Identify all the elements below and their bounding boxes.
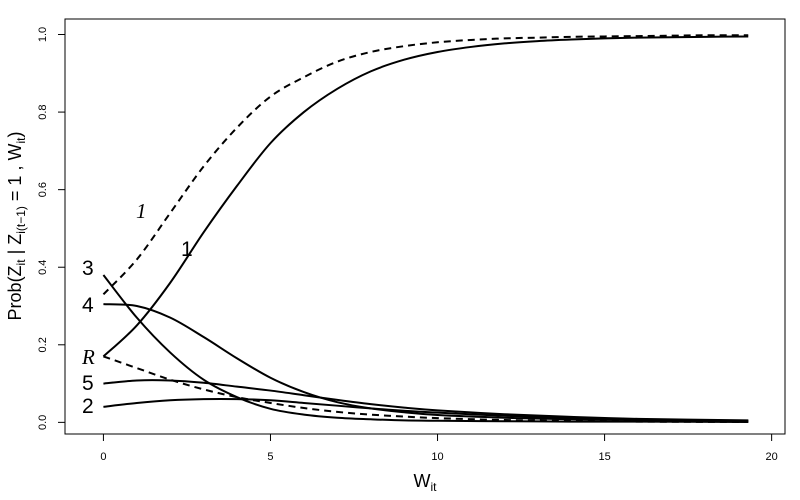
plot-frame xyxy=(64,18,786,435)
y-axis-title-sub: it xyxy=(14,137,28,144)
y-tick-label: 0.0 xyxy=(37,415,49,430)
y-axis-title: Prob(Zit | Zi(t−1) = 1 , Wit) xyxy=(5,132,28,321)
y-axis-title-part: | Z xyxy=(5,234,25,260)
series-line xyxy=(103,379,749,422)
series-label: 3 xyxy=(82,257,94,280)
curves xyxy=(102,34,749,423)
x-tick-label: 20 xyxy=(766,451,778,463)
x-tick-label: 0 xyxy=(100,451,106,463)
y-tick-label: 0.4 xyxy=(37,260,49,275)
series-line xyxy=(103,355,749,423)
x-tick-label: 10 xyxy=(431,451,443,463)
series-line xyxy=(103,397,749,422)
y-axis-title-part: ) xyxy=(5,132,25,138)
series-label: R xyxy=(81,345,95,369)
y-axis-title-part: Prob(Z xyxy=(5,265,25,320)
x-axis-title-main: W xyxy=(414,471,431,491)
series-label: 2 xyxy=(82,395,94,418)
series-line xyxy=(102,35,749,358)
x-tick-label: 5 xyxy=(267,451,273,463)
y-axis-title-sub: i(t−1) xyxy=(14,206,28,234)
series-label: 1 xyxy=(136,199,147,223)
y-tick-label: 1.0 xyxy=(37,27,49,42)
series-label: 1 xyxy=(181,238,193,261)
y-tick-label: 0.6 xyxy=(37,182,49,197)
series-line xyxy=(102,34,749,296)
series-line xyxy=(103,303,749,422)
y-axis-ticks: 0.0 0.2 0.4 0.6 0.8 1.0 xyxy=(37,27,65,430)
curve-labels: 1 1 3 4 52 R xyxy=(81,199,193,418)
x-axis-title: Wit xyxy=(414,471,438,494)
series-label: 4 xyxy=(82,294,94,317)
y-tick-label: 0.2 xyxy=(37,337,49,352)
x-axis-ticks: 0 5 10 15 20 xyxy=(100,434,778,463)
x-axis-title-sub: it xyxy=(431,480,438,494)
y-axis-title-sub: it xyxy=(14,259,28,266)
y-axis-title-part: = 1 , W xyxy=(5,144,25,207)
y-tick-label: 0.8 xyxy=(37,104,49,119)
series-line xyxy=(102,274,749,423)
x-tick-label: 15 xyxy=(598,451,610,463)
series-label: 5 xyxy=(82,372,94,395)
